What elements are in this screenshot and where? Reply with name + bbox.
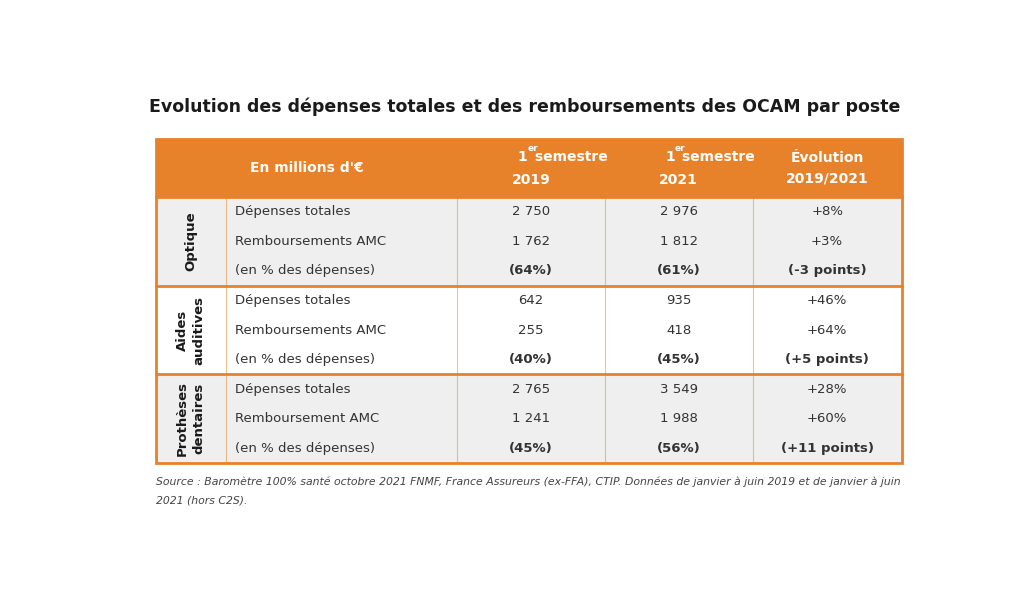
Text: semestre: semestre: [677, 150, 755, 163]
Text: (en % des dépenses): (en % des dépenses): [236, 264, 375, 278]
Text: (45%): (45%): [509, 442, 553, 455]
Text: Evolution des dépenses totales et des remboursements des OCAM par poste: Evolution des dépenses totales et des re…: [150, 97, 900, 116]
Bar: [156, 374, 902, 463]
Text: 2 750: 2 750: [512, 206, 550, 218]
Bar: [156, 197, 225, 285]
Text: Source : Baromètre 100% santé octobre 2021 FNMF, France Assureurs (ex-FFA), CTIP: Source : Baromètre 100% santé octobre 20…: [156, 477, 900, 487]
Text: er: er: [675, 144, 685, 153]
Text: 3 549: 3 549: [659, 383, 697, 395]
Text: semestre: semestre: [529, 150, 607, 163]
Text: 2 765: 2 765: [512, 383, 550, 395]
Text: +64%: +64%: [807, 323, 847, 337]
Text: 1 988: 1 988: [659, 412, 697, 426]
Text: 2019: 2019: [512, 172, 551, 187]
Text: (+11 points): (+11 points): [780, 442, 873, 455]
Text: +46%: +46%: [807, 294, 847, 307]
Text: +3%: +3%: [811, 235, 843, 248]
Text: 935: 935: [666, 294, 691, 307]
Text: Optique: Optique: [184, 212, 198, 271]
Text: Dépenses totales: Dépenses totales: [236, 294, 350, 307]
Text: 2 976: 2 976: [659, 206, 697, 218]
Text: Remboursement AMC: Remboursement AMC: [236, 412, 379, 426]
Bar: [156, 285, 225, 374]
Text: 2021: 2021: [659, 172, 698, 187]
Bar: [156, 285, 902, 374]
Bar: [156, 139, 902, 463]
Text: En millions d'€: En millions d'€: [250, 161, 364, 175]
Text: 418: 418: [667, 323, 691, 337]
Text: er: er: [527, 144, 538, 153]
Text: (45%): (45%): [656, 353, 700, 366]
Text: (+5 points): (+5 points): [785, 353, 869, 366]
Text: +8%: +8%: [811, 206, 843, 218]
Text: 1: 1: [517, 150, 527, 163]
Text: 255: 255: [518, 323, 544, 337]
Text: 642: 642: [518, 294, 544, 307]
Text: Prothèses
dentaires: Prothèses dentaires: [176, 381, 205, 456]
Bar: [156, 374, 225, 463]
Text: (en % des dépenses): (en % des dépenses): [236, 353, 375, 366]
Text: 1: 1: [665, 150, 675, 163]
Text: 1 241: 1 241: [512, 412, 550, 426]
Text: (40%): (40%): [509, 353, 553, 366]
Text: +60%: +60%: [807, 412, 847, 426]
Text: Évolution: Évolution: [791, 151, 864, 165]
Bar: [156, 139, 902, 197]
Text: 2019/2021: 2019/2021: [785, 171, 868, 185]
Text: 1 812: 1 812: [659, 235, 697, 248]
Text: Remboursements AMC: Remboursements AMC: [236, 323, 386, 337]
Text: Dépenses totales: Dépenses totales: [236, 206, 350, 218]
Text: Remboursements AMC: Remboursements AMC: [236, 235, 386, 248]
Text: +28%: +28%: [807, 383, 848, 395]
Text: Dépenses totales: Dépenses totales: [236, 383, 350, 395]
Text: Aides
auditives: Aides auditives: [176, 296, 205, 365]
Text: (en % des dépenses): (en % des dépenses): [236, 442, 375, 455]
Bar: [156, 197, 902, 285]
Text: (61%): (61%): [656, 264, 700, 278]
Text: (56%): (56%): [656, 442, 700, 455]
Text: (64%): (64%): [509, 264, 553, 278]
Text: 2021 (hors C2S).: 2021 (hors C2S).: [156, 495, 247, 505]
Text: (-3 points): (-3 points): [787, 264, 866, 278]
Text: 1 762: 1 762: [512, 235, 550, 248]
